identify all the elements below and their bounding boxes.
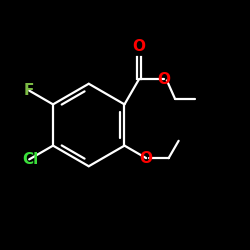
Text: O: O (132, 40, 145, 54)
Text: O: O (140, 150, 152, 166)
Text: O: O (157, 72, 170, 87)
Text: F: F (24, 83, 34, 98)
Text: Cl: Cl (22, 152, 38, 167)
